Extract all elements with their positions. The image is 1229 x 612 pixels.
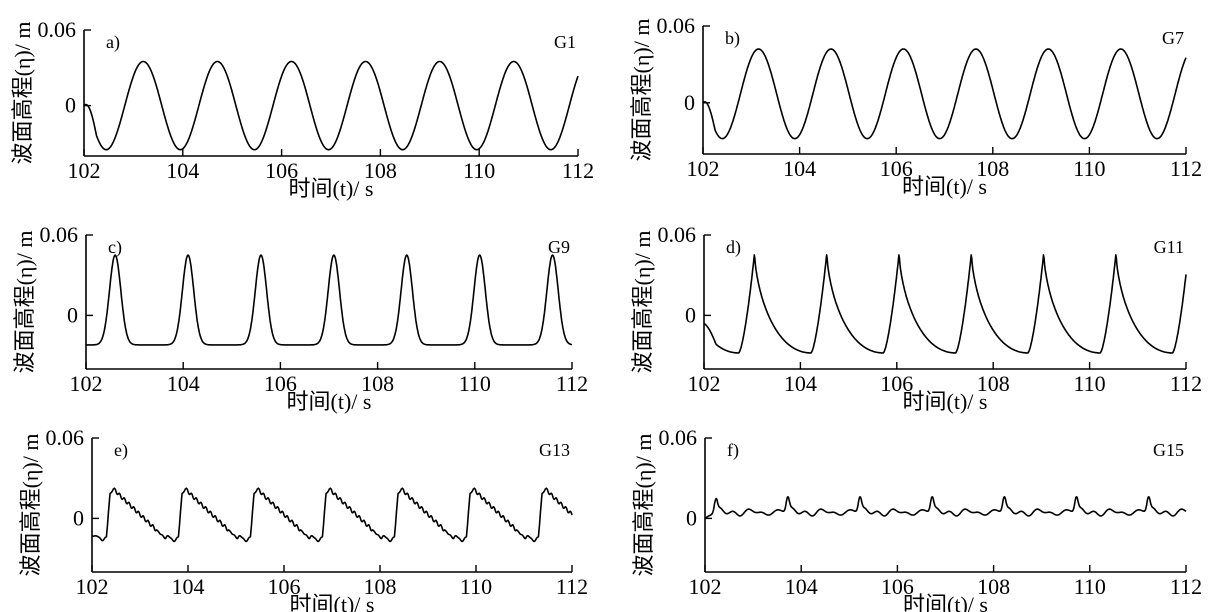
y-tick-label: 0.06 [658, 222, 697, 247]
y-axis-title: 波面高程(η)/ m [12, 231, 37, 374]
x-tick-label: 104 [784, 371, 817, 396]
series-line-g9 [85, 254, 573, 346]
x-tick-label: 102 [76, 574, 109, 599]
panel-letter: a) [106, 32, 120, 53]
x-tick-label: 106 [268, 574, 301, 599]
x-axis-title: 时间(t)/ s [903, 389, 988, 414]
gauge-label: G13 [539, 440, 570, 460]
x-tick-label: 104 [166, 158, 199, 183]
panel-g9: 102 104 106 108 110 112 0.06 0 c) G9 时间(t)/ s 波面高程(… [12, 222, 588, 414]
panel-g7: 102 104 106 108 110 112 0.06 0 b) G7 时间(t)/ s 波面高程(… [629, 13, 1202, 199]
x-tick-label: 108 [361, 371, 394, 396]
panel-letter: b) [725, 28, 740, 49]
y-axis-title: 波面高程(η)/ m [10, 22, 35, 165]
series-line-g15 [704, 496, 1187, 520]
y-tick-label: 0 [686, 505, 697, 530]
gauge-label: G11 [1154, 237, 1184, 257]
x-tick-label: 106 [264, 371, 297, 396]
y-tick-label: 0.06 [40, 222, 79, 247]
x-tick-label: 102 [68, 158, 101, 183]
panel-g13: 102 104 106 108 110 112 0.06 0 e) G13 时间(t)/ s 波面高程… [18, 425, 588, 612]
y-tick-label: 0.06 [46, 425, 85, 450]
x-axis-title: 时间(t)/ s [289, 176, 374, 201]
y-axis-title: 波面高程(η)/ m [631, 434, 656, 577]
y-tick-label: 0 [73, 505, 84, 530]
x-axis-title: 时间(t)/ s [290, 592, 375, 612]
y-axis-title: 波面高程(η)/ m [629, 19, 654, 162]
x-tick-label: 112 [1170, 574, 1202, 599]
x-tick-label: 110 [459, 371, 491, 396]
x-tick-label: 112 [1170, 156, 1202, 181]
x-tick-label: 108 [977, 371, 1010, 396]
x-tick-label: 104 [783, 156, 816, 181]
x-tick-label: 106 [880, 371, 913, 396]
y-tick-label: 0 [684, 90, 695, 115]
x-tick-label: 112 [556, 574, 588, 599]
y-tick-label: 0 [65, 93, 76, 118]
x-axis-title: 时间(t)/ s [903, 592, 988, 612]
y-tick-label: 0.06 [659, 425, 698, 450]
panel-g1: 102 104 106 108 110 112 0.06 0 a) G1 时间(t)/ s 波面高程(… [10, 17, 594, 201]
x-axis-title: 时间(t)/ s [902, 174, 987, 199]
x-tick-label: 102 [689, 574, 722, 599]
x-tick-label: 102 [687, 156, 720, 181]
x-tick-label: 110 [463, 158, 495, 183]
gauge-label: G9 [548, 237, 570, 257]
y-tick-label: 0 [67, 302, 78, 327]
panel-letter: d) [726, 237, 741, 258]
x-tick-label: 108 [364, 158, 397, 183]
y-tick-label: 0 [685, 302, 696, 327]
x-tick-label: 108 [977, 574, 1010, 599]
x-tick-label: 110 [460, 574, 492, 599]
x-tick-label: 102 [70, 371, 103, 396]
x-tick-label: 108 [364, 574, 397, 599]
x-tick-label: 110 [1074, 371, 1106, 396]
series-line-g7 [702, 48, 1187, 140]
x-tick-label: 108 [976, 156, 1009, 181]
x-tick-label: 112 [1170, 371, 1202, 396]
x-tick-label: 106 [265, 158, 298, 183]
y-axis-title: 波面高程(η)/ m [630, 231, 655, 374]
x-tick-label: 112 [556, 371, 588, 396]
y-tick-label: 0.06 [657, 13, 696, 38]
x-tick-label: 104 [785, 574, 818, 599]
panel-letter: e) [114, 440, 128, 461]
x-tick-label: 110 [1073, 156, 1105, 181]
gauge-label: G15 [1153, 440, 1184, 460]
gauge-label: G7 [1162, 28, 1184, 48]
gauge-label: G1 [554, 32, 576, 52]
series-line-g13 [91, 487, 573, 543]
x-tick-label: 106 [880, 156, 913, 181]
panel-letter: c) [108, 237, 122, 258]
x-tick-label: 112 [562, 158, 594, 183]
x-tick-label: 102 [688, 371, 721, 396]
x-tick-label: 106 [881, 574, 914, 599]
x-tick-label: 110 [1074, 574, 1106, 599]
x-tick-label: 104 [167, 371, 200, 396]
x-tick-label: 104 [172, 574, 205, 599]
y-axis-title: 波面高程(η)/ m [18, 434, 43, 577]
panel-g11: 102 104 106 108 110 112 0.06 0 d) G11 时间(t)/ s 波面高程… [630, 222, 1202, 414]
panel-g15: 102 104 106 108 110 112 0.06 0 f) G15 时间(t)/ s 波面高程… [631, 425, 1202, 612]
y-tick-label: 0.06 [38, 17, 77, 42]
series-line-g11 [703, 254, 1187, 354]
x-axis-title: 时间(t)/ s [287, 389, 372, 414]
series-line-g1 [83, 60, 579, 151]
panel-letter: f) [727, 440, 739, 461]
